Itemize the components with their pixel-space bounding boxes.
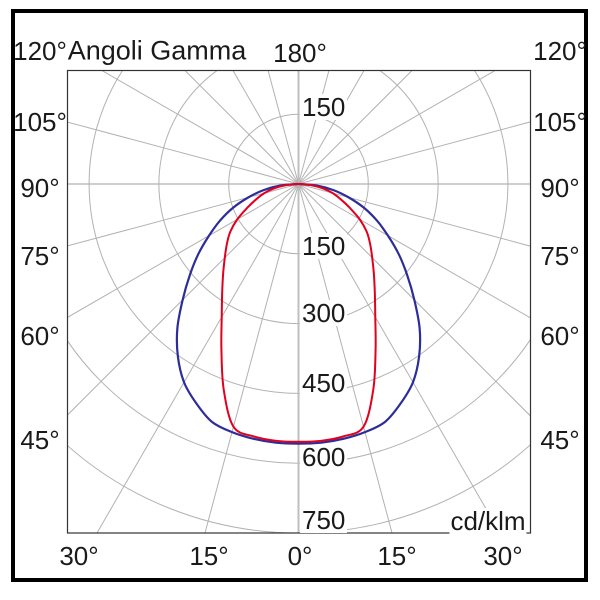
gamma-label-left-90: 90°: [20, 173, 60, 203]
gamma-label-right-60: 60°: [540, 321, 580, 351]
radial-tick-5-750: 750: [300, 505, 348, 535]
gamma-label-bottom-4-30: 30°: [483, 541, 523, 571]
grid-ray-165: [298, 70, 330, 185]
radial-tick-0-150: 150: [300, 92, 348, 122]
plot-border: [66, 69, 532, 534]
grid-ray-195: [267, 70, 299, 185]
gamma-label-bottom-1-15: 15°: [189, 541, 229, 571]
radial-tick-3-450: 450: [300, 368, 348, 398]
grid-ray-135: [298, 70, 413, 185]
gamma-label-top-180: 180°: [273, 38, 327, 68]
grid-ray-255: [67, 121, 299, 185]
gamma-label-right-75: 75°: [540, 241, 580, 271]
grid-ray-210: [232, 70, 299, 185]
radial-tick-2-300: 300: [300, 298, 348, 328]
gamma-label-right-90: 90°: [540, 173, 580, 203]
gamma-label-left-120: 120°: [13, 36, 67, 66]
radial-tick-4-600: 600: [300, 442, 348, 472]
gamma-label-left-45: 45°: [20, 425, 60, 455]
chart-title: Angoli Gamma: [67, 35, 247, 66]
gamma-label-bottom-2-0: 0°: [287, 541, 313, 571]
gamma-label-bottom-3-15: 15°: [377, 541, 417, 571]
gamma-label-right-120: 120°: [533, 36, 587, 66]
outer-frame: [11, 9, 588, 582]
grid-ray-120: [298, 70, 497, 185]
grid-ray-225: [184, 70, 299, 185]
grid-ray-240: [100, 70, 299, 185]
gamma-label-right-45: 45°: [540, 425, 580, 455]
unit-label: cd/klm: [449, 506, 527, 536]
gamma-label-left-105: 105°: [13, 107, 67, 137]
grid-ray-105: [298, 121, 531, 185]
gamma-label-bottom-0-30: 30°: [59, 541, 99, 571]
gamma-label-right-105: 105°: [533, 107, 587, 137]
gamma-label-left-75: 75°: [20, 241, 60, 271]
grid-ray-150: [298, 70, 365, 185]
radial-tick-1-150: 150: [300, 231, 348, 261]
gamma-label-left-60: 60°: [20, 321, 60, 351]
